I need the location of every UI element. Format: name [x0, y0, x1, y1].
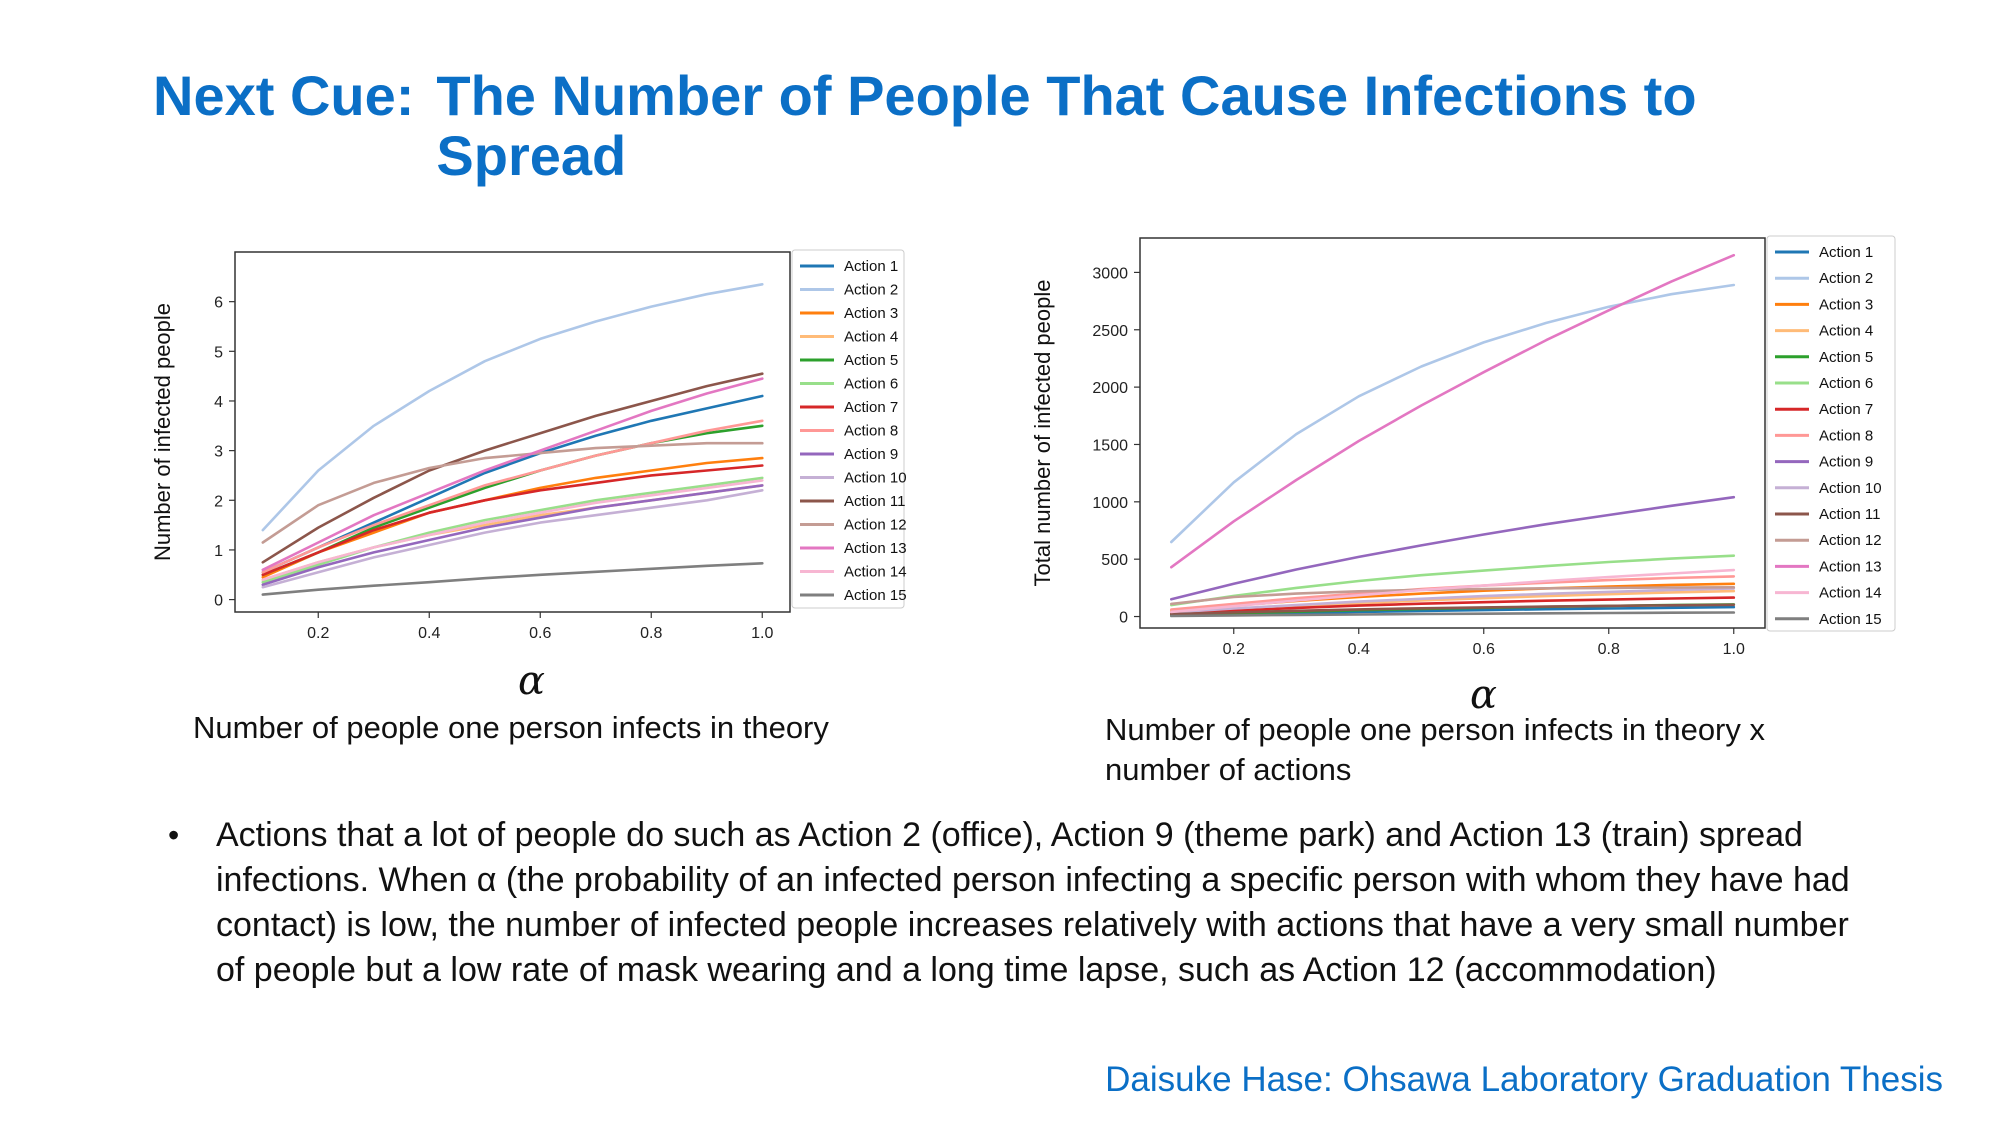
- x-tick-label: 0.4: [1348, 641, 1370, 658]
- legend-label: Action 5: [1819, 349, 1873, 366]
- y-tick-label: 0: [214, 593, 223, 610]
- legend-box: [791, 249, 905, 609]
- series-line-action-2: [261, 282, 764, 532]
- x-tick-label: 0.8: [640, 625, 662, 642]
- legend-label: Action 13: [844, 540, 907, 557]
- legend-label: Action 2: [1819, 270, 1873, 287]
- legend-label: Action 7: [844, 399, 898, 416]
- series-line-action-12: [1170, 585, 1736, 606]
- series-line-action-9: [1170, 495, 1736, 601]
- legend-label: Action 9: [844, 446, 898, 463]
- legend-label: Action 14: [844, 564, 907, 581]
- series-line-action-7: [1170, 596, 1736, 616]
- legend-label: Action 12: [1819, 532, 1882, 549]
- x-tick-label: 0.2: [307, 625, 329, 642]
- legend-label: Action 13: [1819, 558, 1882, 575]
- legend-label: Action 15: [844, 587, 907, 604]
- legend-label: Action 1: [1819, 244, 1873, 261]
- legend-label: Action 5: [844, 352, 898, 369]
- y-tick-label: 2500: [1092, 323, 1128, 340]
- bullet-marker: •: [168, 817, 180, 853]
- series-line-action-13: [1170, 253, 1736, 569]
- slide-title: Next Cue: The Number of People That Caus…: [153, 66, 1953, 186]
- legend-label: Action 11: [844, 493, 905, 510]
- y-tick-label: 3: [214, 444, 223, 461]
- legend-box: [1766, 235, 1896, 632]
- y-tick-label: 500: [1101, 552, 1128, 569]
- y-tick-label: 1500: [1092, 437, 1128, 454]
- legend-label: Action 10: [844, 470, 907, 487]
- series-line-action-11: [1170, 603, 1736, 616]
- legend-label: Action 4: [1819, 323, 1873, 340]
- legend-label: Action 6: [844, 376, 898, 393]
- right-chart: 0.2 0.4 0.6 0.8 1.0 0 500 1000 1500 2000 2500 3000 T…: [1030, 235, 1896, 658]
- series-line-action-15: [261, 561, 764, 596]
- bullet-point: • Actions that a lot of people do such a…: [168, 813, 1888, 993]
- y-tick-label: 6: [214, 295, 223, 312]
- legend-label: Action 9: [1819, 454, 1873, 471]
- x-tick-label: 1.0: [751, 625, 773, 642]
- y-tick-label: 0: [1119, 610, 1128, 627]
- series-line-action-6: [1170, 554, 1736, 607]
- y-tick-label: 2000: [1092, 380, 1128, 397]
- y-tick-label: 1: [214, 543, 223, 560]
- legend-label: Action 12: [844, 517, 907, 534]
- left-chart: 0.2 0.4 0.6 0.8 1.0 0 1 2 3 4 5 6 Number of infected…: [150, 249, 907, 642]
- legend-label: Action 1: [844, 258, 898, 275]
- legend-label: Action 6: [1819, 375, 1873, 392]
- y-tick-label: 2: [214, 493, 223, 510]
- title-prefix: Next Cue:: [153, 64, 415, 127]
- x-tick-label: 1.0: [1723, 641, 1745, 658]
- series-line-action-15: [1170, 611, 1736, 618]
- y-tick-label: 1000: [1092, 495, 1128, 512]
- legend-label: Action 8: [1819, 427, 1873, 444]
- y-axis-label: Total number of infected people: [1030, 280, 1055, 587]
- legend-label: Action 7: [1819, 401, 1873, 418]
- legend-label: Action 4: [844, 329, 898, 346]
- right-chart-caption: Number of people one person infects in t…: [1105, 712, 1765, 787]
- series-line-action-11: [261, 372, 764, 564]
- series-line-action-2: [1170, 283, 1736, 544]
- x-tick-label: 0.2: [1223, 641, 1245, 658]
- legend-label: Action 11: [1819, 506, 1880, 523]
- series-line-action-9: [261, 484, 764, 587]
- x-tick-label: 0.6: [529, 625, 551, 642]
- legend-label: Action 2: [844, 282, 898, 299]
- left-x-axis-label: α: [518, 658, 546, 704]
- bullet-text: Actions that a lot of people do such as …: [216, 816, 1850, 989]
- series-line-action-14: [261, 479, 764, 582]
- legend-label: Action 15: [1819, 611, 1882, 628]
- y-axis-label: Number of infected people: [150, 303, 175, 561]
- series-line-action-10: [261, 489, 764, 589]
- legend-label: Action 8: [844, 423, 898, 440]
- right-x-axis-label: α: [1470, 672, 1498, 718]
- series-line-action-12: [261, 441, 764, 544]
- legend-label: Action 3: [1819, 296, 1873, 313]
- x-tick-label: 0.8: [1598, 641, 1620, 658]
- series-line-action-8: [261, 419, 764, 574]
- left-chart-caption: Number of people one person infects in t…: [193, 710, 829, 745]
- series-line-action-13: [261, 377, 764, 572]
- x-tick-label: 0.4: [418, 625, 440, 642]
- title-main: The Number of People That Cause Infectio…: [436, 64, 1697, 187]
- legend-label: Action 3: [844, 305, 898, 322]
- legend-label: Action 10: [1819, 480, 1882, 497]
- legend-label: Action 14: [1819, 585, 1882, 602]
- plot-frame: [1139, 237, 1766, 629]
- series-line-action-7: [261, 464, 764, 577]
- y-tick-label: 3000: [1092, 265, 1128, 282]
- x-tick-label: 0.6: [1473, 641, 1495, 658]
- series-line-action-10: [1170, 587, 1736, 614]
- series-line-action-14: [1170, 568, 1736, 614]
- y-tick-label: 4: [214, 394, 223, 411]
- y-tick-label: 5: [214, 344, 223, 361]
- footer-credit: Daisuke Hase: Ohsawa Laboratory Graduati…: [1105, 1060, 1943, 1099]
